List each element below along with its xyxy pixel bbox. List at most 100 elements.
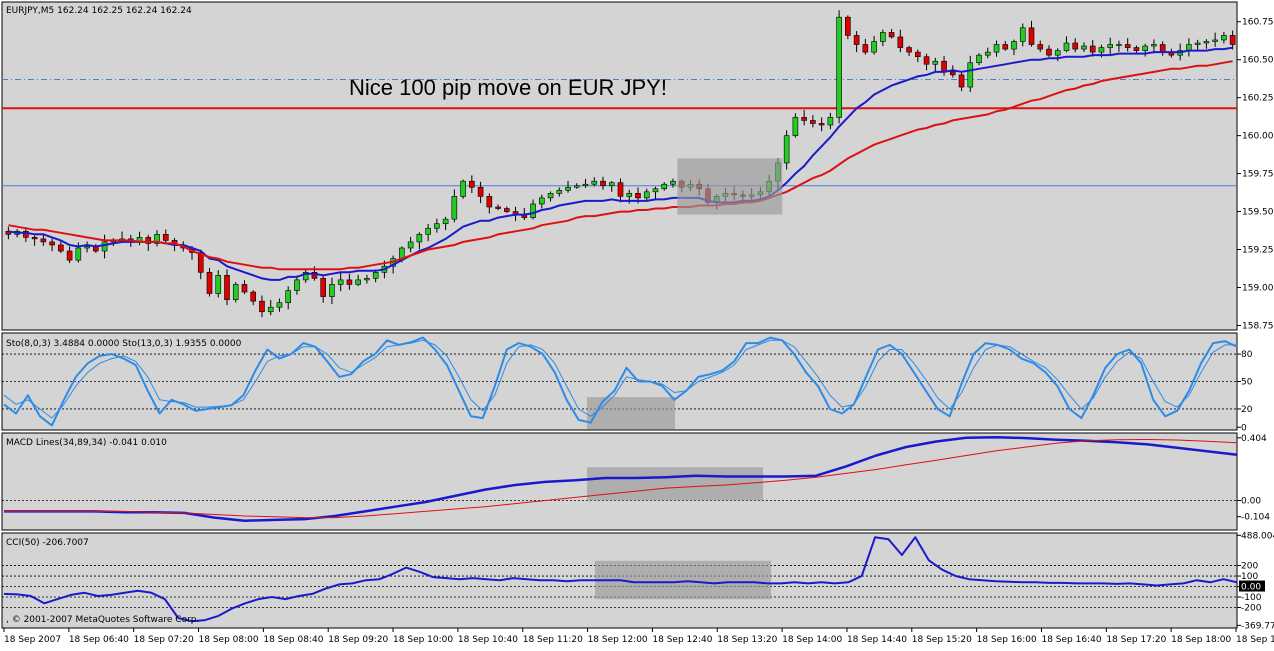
axis-tick-label: 80 — [1241, 350, 1253, 360]
candle-body — [1151, 44, 1157, 47]
candle-body — [582, 183, 589, 187]
time-tick-label: 18 Sep 14:40 — [847, 635, 907, 645]
highlight-box — [677, 158, 783, 215]
candle-body — [434, 223, 440, 229]
candle-body — [1081, 45, 1087, 50]
candle-body — [1221, 35, 1227, 41]
axis-tick-label: 488.0049 — [1241, 531, 1274, 541]
price-tick-label: 160.00 — [1242, 132, 1274, 142]
axis-tick-label: -100 — [1241, 593, 1262, 603]
ma-fast-line — [8, 46, 1233, 281]
price-tick-label: 158.75 — [1242, 321, 1274, 331]
candle-body — [1203, 41, 1210, 44]
time-tick-label: 18 Sep 16:00 — [977, 635, 1037, 645]
axis-tick-label: 0.404 — [1241, 434, 1267, 444]
time-tick-label: 18 Sep 10:00 — [393, 635, 453, 645]
time-tick-label: 18 Sep 17:20 — [1106, 635, 1166, 645]
candle-body — [1098, 47, 1105, 53]
candle-body — [294, 279, 300, 291]
candle-body — [75, 247, 82, 261]
highlight-box — [587, 467, 763, 501]
candle-body — [906, 47, 912, 53]
candle-body — [407, 241, 414, 249]
time-tick-label: 18 Sep 18:40 — [1236, 635, 1274, 645]
candle-body — [591, 180, 598, 185]
candle-body — [364, 278, 370, 281]
candle-body — [801, 117, 807, 121]
candle-body — [1116, 44, 1122, 46]
price-tick-label: 159.00 — [1242, 283, 1274, 293]
candle-body — [626, 193, 633, 197]
time-axis: 18 Sep 2007 18 Sep 06:40 18 Sep 07:20 18 Se… — [3, 628, 1274, 645]
candle-body — [556, 189, 563, 194]
axis-tick-label: -0.104 — [1241, 513, 1270, 523]
candle-body — [1011, 41, 1017, 50]
candle-body — [915, 51, 921, 57]
candle-body — [145, 237, 152, 244]
time-tick-label: 18 Sep 09:20 — [328, 635, 388, 645]
ma-slow-line — [8, 60, 1233, 271]
candle-body — [355, 279, 361, 285]
price-tick-label: 159.75 — [1242, 170, 1274, 180]
candle-body — [311, 271, 318, 279]
candle-body — [504, 208, 510, 212]
series-line — [3, 336, 1238, 427]
candle-body — [215, 275, 222, 294]
time-tick-label: 18 Sep 14:00 — [782, 635, 842, 645]
candle-body — [1229, 35, 1236, 45]
candle-body — [1194, 42, 1201, 45]
candle-body — [241, 284, 248, 293]
axis-tick-label: 20 — [1241, 405, 1253, 415]
time-tick-label: 18 Sep 08:40 — [263, 635, 323, 645]
candle-body — [792, 117, 799, 136]
candle-body — [477, 186, 484, 197]
candle-body — [1063, 42, 1070, 51]
candle-body — [416, 234, 423, 243]
moving-averages — [8, 46, 1233, 281]
candle-body — [320, 278, 326, 297]
candle-body — [573, 185, 580, 188]
candle-body — [40, 238, 47, 243]
candle-body — [162, 234, 169, 241]
macd-lines: 0.404 0.00 -0.104 — [2, 434, 1270, 523]
candle-body — [818, 123, 825, 126]
candle-body — [932, 60, 939, 65]
stochastic-panel[interactable]: 80 50 20 0 Sto(8,0,3) 3.4884 0.0000 Sto(13,… — [2, 336, 1253, 434]
copyright-text: , © 2001-2007 MetaQuotes Software Corp. — [6, 615, 199, 625]
candle-body — [600, 180, 606, 187]
price-tick-label: 160.50 — [1242, 56, 1274, 66]
time-tick-label: 18 Sep 11:20 — [523, 635, 583, 645]
candle-body — [49, 241, 55, 246]
axis-tick-label: -200 — [1241, 604, 1262, 614]
candle-body — [670, 180, 676, 185]
candle-body — [285, 290, 292, 303]
candle-body — [337, 279, 344, 285]
candle-body — [1037, 44, 1044, 50]
time-tick-label: 18 Sep 06:40 — [69, 635, 129, 645]
axis-tick-label: 200 — [1241, 562, 1258, 572]
candle-body — [1028, 27, 1035, 45]
candle-body — [661, 183, 668, 190]
candle-body — [495, 206, 501, 209]
candle-body — [923, 56, 930, 65]
candle-body — [984, 51, 991, 56]
time-tick-label: 18 Sep 12:00 — [588, 635, 648, 645]
candle-body — [58, 244, 64, 252]
candle-body — [1107, 44, 1114, 48]
time-tick-label: 18 Sep 15:20 — [912, 635, 972, 645]
series-line — [3, 339, 1237, 419]
candle-body — [958, 74, 965, 88]
candle-body — [871, 41, 877, 53]
candle-body — [469, 180, 475, 188]
time-tick-label: 18 Sep 08:00 — [199, 635, 259, 645]
macd-panel[interactable]: 0.404 0.00 -0.104 MACD Lines(34,89,34) -0.… — [2, 434, 1270, 523]
macd-title: MACD Lines(34,89,34) -0.041 0.010 — [6, 438, 167, 448]
candle-body — [259, 300, 265, 313]
axis-tick-label: 50 — [1241, 378, 1253, 388]
candle-body — [84, 246, 90, 249]
axis-tick-label: 0.00 — [1241, 497, 1261, 507]
candle-body — [810, 120, 816, 124]
price-panel[interactable]: 160.75 160.50 160.25 160.00 159.75 159.50 159.… — [2, 6, 1274, 331]
